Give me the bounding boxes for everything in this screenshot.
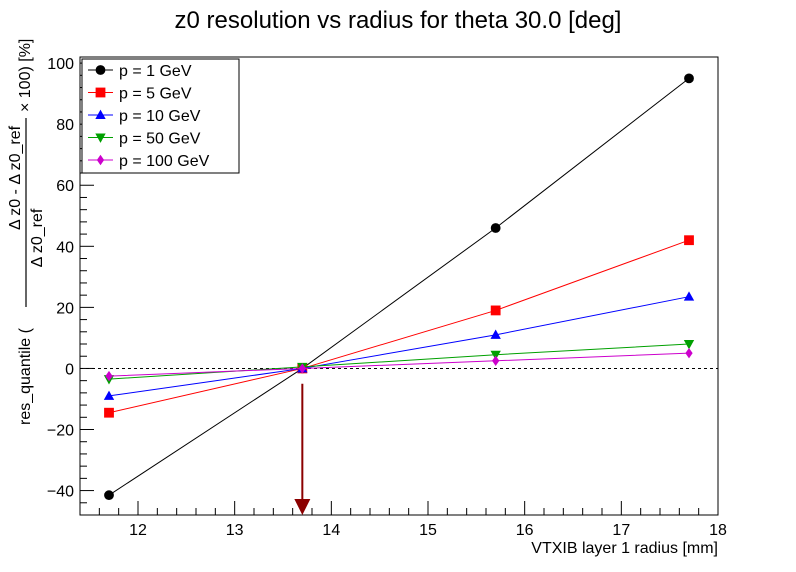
plot-frame	[79, 56, 719, 516]
series-1	[104, 235, 694, 418]
series-line	[108, 239, 690, 414]
legend-box	[81, 58, 240, 174]
chart-title: z0 resolution vs radius for theta 30.0 […	[175, 7, 622, 34]
data-point	[683, 340, 695, 350]
y-axis-label: res_quantile ( Δ z0 - Δ z0_ref Δ z0_ref …	[7, 39, 46, 425]
series-line	[108, 77, 690, 496]
y-tick-label: 20	[56, 300, 74, 317]
series-line	[108, 352, 690, 377]
data-point	[490, 305, 501, 316]
data-point	[490, 329, 501, 339]
x-tick-label: 17	[612, 522, 630, 539]
data-point	[683, 291, 695, 301]
data-point	[684, 73, 694, 84]
x-tick-label: 14	[322, 522, 340, 539]
x-tick-label: 15	[419, 522, 437, 539]
data-point	[492, 355, 500, 367]
arrow-head	[294, 499, 311, 515]
x-tick-label: 12	[129, 522, 147, 539]
data-point	[103, 390, 115, 400]
series-3	[103, 340, 695, 385]
series-2	[103, 291, 695, 400]
data-point	[105, 370, 113, 382]
y-tick-label: 100	[47, 56, 74, 73]
y-axis-label-prefix: res_quantile (	[17, 327, 34, 425]
data-point	[104, 407, 114, 418]
y-axis-label-denominator: Δ z0_ref	[29, 208, 46, 267]
y-axis: −40 −20 0 20 40 60 80 100	[47, 56, 94, 516]
legend-marker	[96, 154, 105, 166]
legend-marker	[95, 133, 106, 143]
legend-entry: p = 100 GeV	[88, 153, 210, 170]
series-layer	[103, 73, 695, 501]
legend-entry: p = 5 GeV	[88, 86, 192, 103]
y-tick-label: 60	[56, 178, 74, 195]
legend-label: p = 1 GeV	[119, 63, 192, 80]
series-line	[108, 296, 690, 397]
x-tick-label: 13	[226, 522, 244, 539]
legend-entry: p = 10 GeV	[88, 108, 201, 125]
data-point	[685, 347, 693, 359]
y-tick-label: 40	[56, 239, 74, 256]
legend: p = 1 GeV p = 5 GeV p = 10 GeV p = 50 GeV p …	[81, 58, 240, 174]
reference-arrow	[294, 383, 311, 515]
data-point	[490, 350, 501, 361]
data-point	[298, 363, 306, 374]
legend-marker	[95, 65, 106, 75]
x-axis-label: VTXIB layer 1 radius [mm]	[531, 540, 718, 557]
y-axis-label-suffix: × 100) [%]	[17, 39, 34, 112]
y-tick-label: 0	[65, 361, 74, 378]
y-tick-label: −20	[47, 423, 74, 440]
x-axis: 12 13 14 15 16 17 18	[79, 501, 727, 539]
legend-entry: p = 50 GeV	[88, 131, 201, 148]
legend-marker	[95, 87, 106, 98]
legend-marker	[95, 109, 106, 119]
series-4	[105, 347, 693, 382]
legend-label: p = 5 GeV	[119, 86, 192, 103]
x-tick-label: 18	[709, 522, 727, 539]
legend-label: p = 10 GeV	[119, 108, 201, 125]
x-tick-label: 16	[516, 522, 534, 539]
legend-label: p = 50 GeV	[119, 131, 201, 148]
y-tick-label: 80	[56, 117, 74, 134]
data-point	[490, 223, 501, 233]
data-point	[684, 235, 694, 246]
y-tick-label: −40	[47, 484, 74, 501]
y-axis-label-numerator: Δ z0 - Δ z0_ref	[7, 125, 24, 230]
legend-entry: p = 1 GeV	[88, 63, 192, 80]
data-point	[104, 490, 114, 501]
legend-label: p = 100 GeV	[119, 153, 210, 170]
series-line	[108, 343, 690, 380]
